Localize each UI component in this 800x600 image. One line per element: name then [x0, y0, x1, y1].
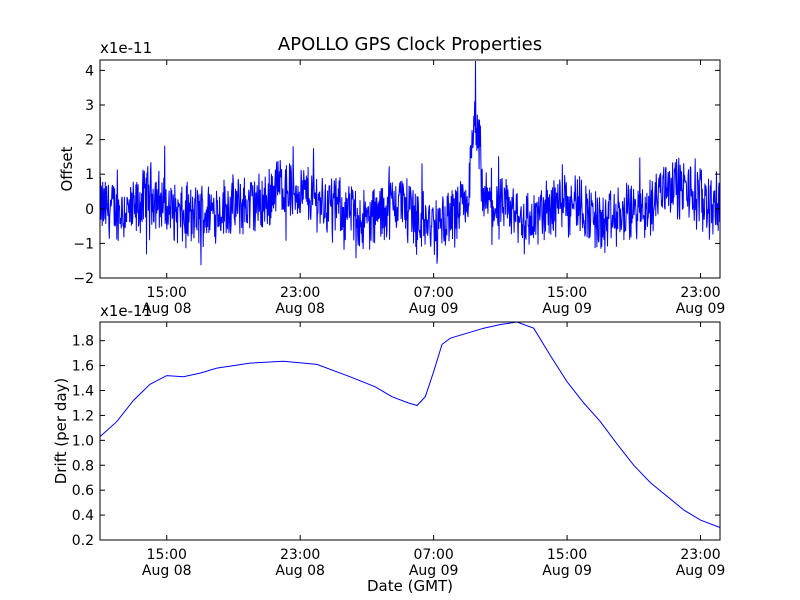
- x-tick-time: 23:00: [680, 285, 720, 301]
- y-tick-label: 1.0: [72, 433, 94, 449]
- y-tick-label: 0.2: [72, 533, 94, 549]
- x-tick-date: Aug 09: [542, 301, 592, 317]
- x-axis-label: Date (GMT): [367, 577, 453, 595]
- x-tick-date: Aug 09: [676, 563, 726, 579]
- y-tick-label: 0.8: [72, 458, 94, 474]
- x-tick-time: 23:00: [680, 547, 720, 563]
- offset-y-label: Offset: [58, 146, 76, 191]
- x-tick-time: 15:00: [547, 285, 587, 301]
- y-tick-label: 0.4: [72, 508, 94, 524]
- offset-exponent-label: x1e-11: [100, 39, 152, 57]
- offset-series-line: [99, 60, 721, 266]
- y-tick-label: 3: [85, 98, 94, 114]
- drift-y-label: Drift (per day): [52, 378, 70, 485]
- y-tick-label: 1.4: [72, 384, 94, 400]
- x-tick-date: Aug 08: [142, 563, 192, 579]
- x-tick-date: Aug 08: [142, 301, 192, 317]
- x-tick-time: 23:00: [280, 547, 320, 563]
- drift-series-line: [99, 321, 721, 528]
- y-tick-label: −2: [73, 271, 94, 287]
- x-tick-time: 15:00: [147, 547, 187, 563]
- x-tick-date: Aug 09: [409, 563, 459, 579]
- drift-plot-area: [100, 322, 720, 540]
- offset-plot-area: [100, 60, 720, 278]
- x-tick-time: 23:00: [280, 285, 320, 301]
- y-tick-label: 0: [85, 202, 94, 218]
- drift-plot-frame: [99, 321, 721, 541]
- y-tick-label: 0.6: [72, 483, 94, 499]
- x-tick-date: Aug 09: [542, 563, 592, 579]
- x-tick-time: 07:00: [413, 285, 453, 301]
- offset-series-group: [99, 60, 721, 266]
- y-tick-label: 1: [85, 167, 94, 183]
- x-tick-date: Aug 08: [275, 301, 325, 317]
- y-tick-label: 1.2: [72, 408, 94, 424]
- y-tick-label: 1.8: [72, 334, 94, 350]
- y-tick-label: −1: [73, 236, 94, 252]
- x-tick-date: Aug 09: [676, 301, 726, 317]
- drift-exponent-label: x1e-11: [100, 302, 152, 320]
- offset-plot-frame: [99, 59, 721, 279]
- offset-y-ticks: −2 −1 0 1 2 3 4: [73, 63, 720, 287]
- y-tick-label: 2: [85, 133, 94, 149]
- y-tick-label: 1.6: [72, 359, 94, 375]
- chart-title: APOLLO GPS Clock Properties: [278, 34, 542, 55]
- drift-y-ticks: 0.2 0.4 0.6 0.8 1.0 1.2 1.4 1.6 1.8: [72, 334, 720, 549]
- x-tick-date: Aug 09: [409, 301, 459, 317]
- x-tick-time: 07:00: [413, 547, 453, 563]
- x-tick-time: 15:00: [147, 285, 187, 301]
- x-tick-time: 15:00: [547, 547, 587, 563]
- y-tick-label: 4: [85, 63, 94, 79]
- x-tick-date: Aug 08: [275, 563, 325, 579]
